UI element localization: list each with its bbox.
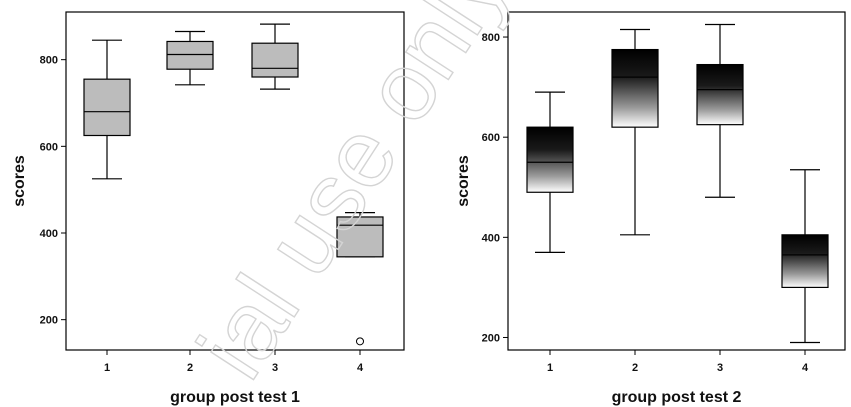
box <box>166 40 214 70</box>
box-group-2 <box>166 30 214 86</box>
x-tick-label: 4 <box>802 362 809 374</box>
y-tick-label: 800 <box>40 55 58 67</box>
y-tick-label: 400 <box>40 228 58 240</box>
box <box>251 42 299 78</box>
box-group-4 <box>781 169 829 344</box>
y-tick-label: 200 <box>40 315 58 327</box>
x-axis-title: group post test 1 <box>170 389 300 406</box>
box <box>611 48 659 128</box>
x-tick-label: 3 <box>717 362 723 374</box>
box-group-4 <box>336 212 384 346</box>
x-tick-label: 1 <box>104 362 110 374</box>
box <box>526 126 574 193</box>
y-axis-title: scores <box>11 155 28 207</box>
x-tick-label: 1 <box>547 362 553 374</box>
box <box>696 63 744 126</box>
y-tick-label: 600 <box>40 141 58 153</box>
y-tick-label: 800 <box>482 32 500 44</box>
y-tick-label: 600 <box>482 132 500 144</box>
box-group-2 <box>611 28 659 236</box>
box-group-1 <box>526 91 574 253</box>
chart-post-test-1: 200 400 600 800 1 2 3 4 group post test 1 scores <box>11 11 405 406</box>
y-tick-label: 200 <box>482 332 500 344</box>
box-group-3 <box>251 23 299 90</box>
box <box>336 216 384 258</box>
chart-post-test-2: 200 400 600 800 1 2 3 4 group post test 2 scores <box>455 11 846 406</box>
plot-frame <box>65 11 405 351</box>
y-tick-label: 400 <box>482 232 500 244</box>
box <box>781 234 829 289</box>
x-axis-title: group post test 2 <box>612 389 742 406</box>
x-tick-label: 4 <box>357 362 364 374</box>
box-group-3 <box>696 23 744 198</box>
y-axis-title: scores <box>455 155 472 207</box>
box <box>83 78 131 137</box>
outlier-point <box>356 337 364 346</box>
x-tick-label: 2 <box>632 362 638 374</box>
x-tick-label: 3 <box>272 362 278 374</box>
x-tick-label: 2 <box>187 362 193 374</box>
box-group-1 <box>83 39 131 180</box>
